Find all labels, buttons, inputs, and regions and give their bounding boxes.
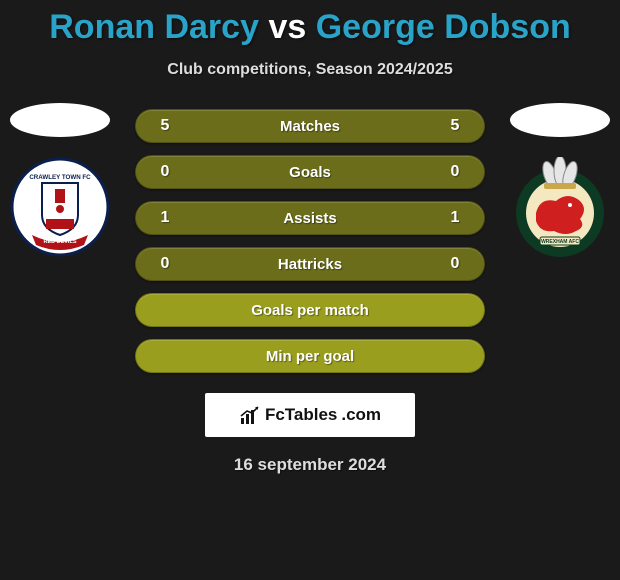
brand-name: FcTables: [265, 405, 337, 425]
player1-name: Ronan Darcy: [49, 8, 259, 46]
comparison-arena: CRAWLEY TOWN FC RED DEVILS: [0, 103, 620, 383]
stat-label: Min per goal: [180, 348, 440, 365]
player2-club-crest: WREXHAM AFC: [510, 157, 610, 257]
subtitle: Club competitions, Season 2024/2025: [0, 61, 620, 79]
stat-label: Assists: [180, 210, 440, 227]
player1-column: CRAWLEY TOWN FC RED DEVILS: [0, 103, 120, 257]
stat-right-value: 1: [440, 209, 470, 227]
stat-left-value: 0: [150, 255, 180, 273]
brand-suffix: .com: [341, 405, 381, 425]
stat-right-value: 0: [440, 163, 470, 181]
stat-label: Goals: [180, 164, 440, 181]
stat-label: Matches: [180, 118, 440, 135]
stat-row-hattricks: 0 Hattricks 0: [135, 247, 485, 281]
date-text: 16 september 2024: [0, 455, 620, 475]
stat-label: Hattricks: [180, 256, 440, 273]
player1-photo-placeholder: [10, 103, 110, 137]
fctables-logo-icon: [239, 404, 261, 426]
player1-club-crest: CRAWLEY TOWN FC RED DEVILS: [10, 157, 110, 257]
stat-left-value: 5: [150, 117, 180, 135]
crest-top-text: CRAWLEY TOWN FC: [29, 174, 91, 181]
player2-name: George Dobson: [316, 8, 571, 46]
stat-right-value: 5: [440, 117, 470, 135]
player2-photo-placeholder: [510, 103, 610, 137]
comparison-title: Ronan Darcy vs George Dobson: [0, 0, 620, 47]
stat-row-matches: 5 Matches 5: [135, 109, 485, 143]
svg-text:WREXHAM AFC: WREXHAM AFC: [541, 239, 579, 245]
attribution-badge: FcTables.com: [205, 393, 415, 437]
stat-label: Goals per match: [180, 302, 440, 319]
crawley-crest-icon: CRAWLEY TOWN FC RED DEVILS: [10, 157, 110, 257]
stat-left-value: 1: [150, 209, 180, 227]
crest-bottom-text: RED DEVILS: [43, 239, 76, 245]
stat-row-goals: 0 Goals 0: [135, 155, 485, 189]
stat-right-value: 0: [440, 255, 470, 273]
stats-list: 5 Matches 5 0 Goals 0 1 Assists 1 0 Hatt…: [135, 103, 485, 373]
stat-left-value: 0: [150, 163, 180, 181]
player2-column: WREXHAM AFC: [500, 103, 620, 257]
stat-row-min-per-goal: Min per goal: [135, 339, 485, 373]
wrexham-crest-icon: WREXHAM AFC: [510, 157, 610, 257]
stat-row-assists: 1 Assists 1: [135, 201, 485, 235]
stat-row-goals-per-match: Goals per match: [135, 293, 485, 327]
vs-text: vs: [268, 8, 306, 46]
